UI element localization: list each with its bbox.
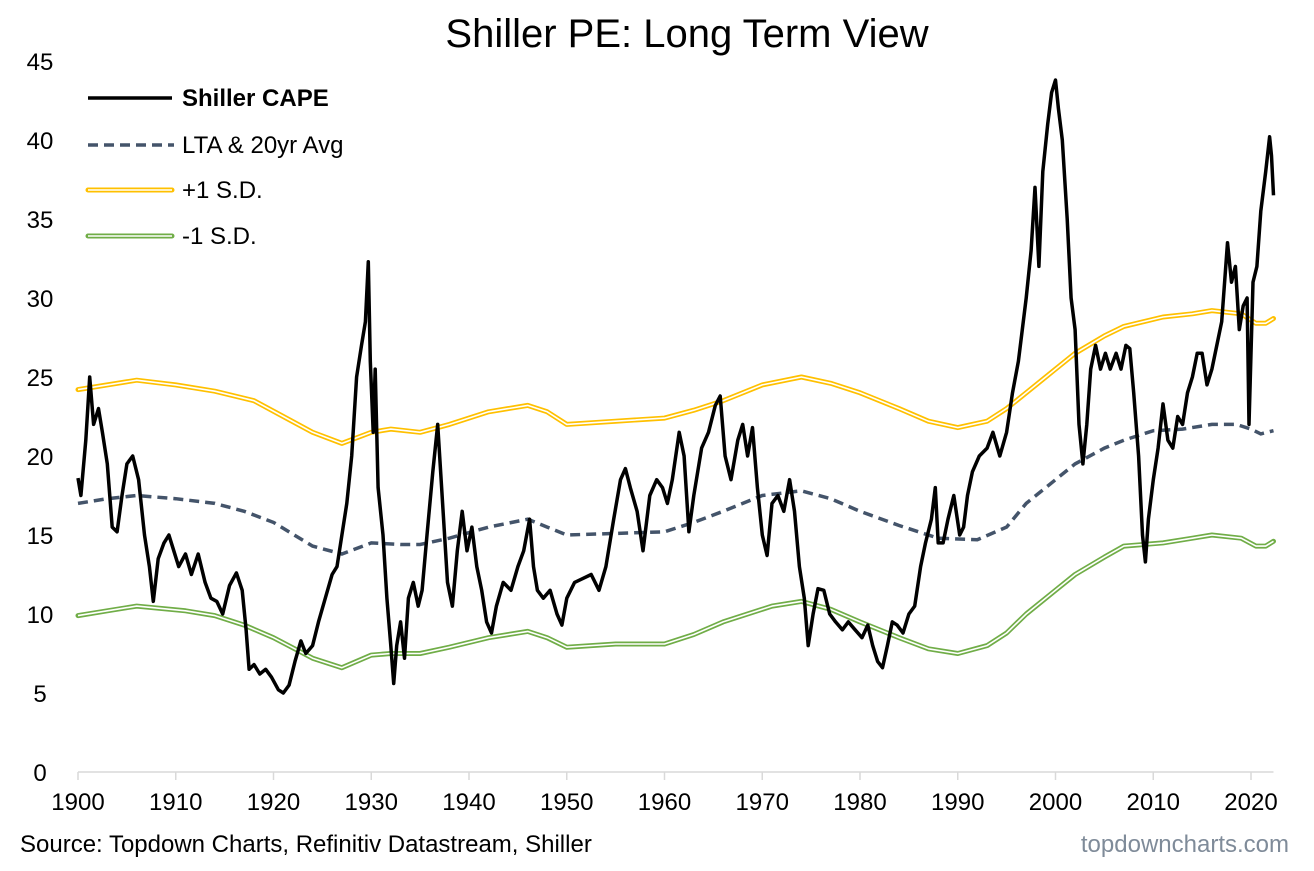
x-tick-label: 1970 (736, 789, 789, 816)
chart-title: Shiller PE: Long Term View (445, 12, 928, 56)
x-tick-label: 1950 (540, 789, 593, 816)
y-tick-label: 45 (27, 49, 54, 76)
y-tick-label: 25 (27, 365, 54, 392)
y-tick-label: 10 (27, 602, 54, 629)
y-tick-label: 30 (27, 286, 54, 313)
x-tick-label: 2010 (1127, 789, 1180, 816)
x-axis: 1900 1910 1920 1930 1940 1950 1960 1970 1980 1990… (51, 771, 1278, 816)
series-line-1-s-d (75, 308, 1276, 446)
y-tick-label: 40 (27, 128, 54, 155)
x-tick-label: 1930 (345, 789, 398, 816)
legend: Shiller CAPE LTA & 20yr Avg +1 S.D. -1 S.D. (85, 85, 343, 250)
series-line-shiller-cape (76, 78, 1276, 695)
y-tick-label: 0 (33, 760, 46, 787)
x-tick-label: 1980 (833, 789, 886, 816)
plot-area (75, 78, 1276, 695)
x-tick-label: 1960 (638, 789, 691, 816)
series-line-1-s-d-inner (77, 534, 1274, 669)
x-tick-label: 1920 (247, 789, 300, 816)
legend-label-shiller-cape: Shiller CAPE (182, 85, 329, 112)
x-tick-label: 1910 (149, 789, 202, 816)
y-axis: 0 5 10 15 20 25 30 35 40 45 (27, 49, 54, 787)
legend-label-1-s-d: -1 S.D. (182, 223, 257, 250)
series-line-1-s-d (75, 532, 1276, 671)
brand-watermark: topdowncharts.com (1081, 831, 1289, 858)
x-tick-label: 1900 (51, 789, 104, 816)
x-tick-label: 1990 (931, 789, 984, 816)
series-line-lta-20yr-avg (77, 422, 1274, 556)
y-tick-label: 15 (27, 523, 54, 550)
x-tick-label: 2020 (1224, 789, 1277, 816)
y-tick-label: 5 (33, 681, 46, 708)
series-line-1-s-d-inner (77, 309, 1274, 445)
y-tick-label: 20 (27, 444, 54, 471)
source-note: Source: Topdown Charts, Refinitiv Datast… (20, 831, 592, 858)
legend-label-lta-20yr-avg: LTA & 20yr Avg (182, 132, 343, 159)
y-tick-label: 35 (27, 207, 54, 234)
x-tick-label: 1940 (442, 789, 495, 816)
x-tick-label: 2000 (1029, 789, 1082, 816)
legend-label-1-s-d: +1 S.D. (182, 177, 263, 204)
